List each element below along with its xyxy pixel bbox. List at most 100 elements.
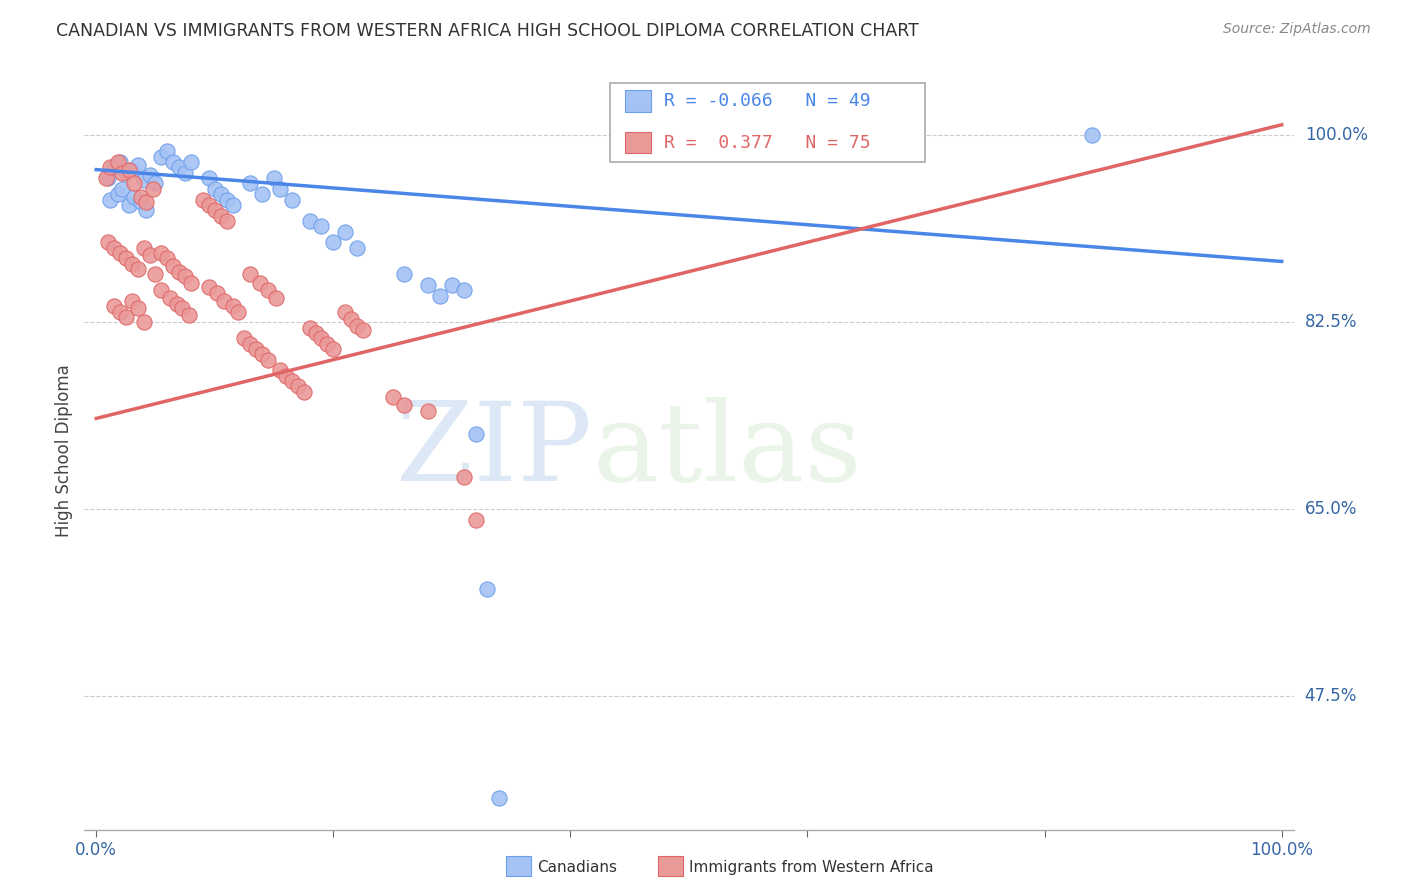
Point: [108, 246, 131, 260]
Point: [156, 252, 179, 266]
Point: [150, 246, 173, 260]
Point: [204, 182, 226, 196]
Point: [340, 312, 363, 326]
Point: [174, 269, 197, 284]
Point: [453, 283, 475, 297]
Point: [108, 155, 131, 169]
Text: atlas: atlas: [592, 397, 862, 504]
Text: 47.5%: 47.5%: [1305, 687, 1357, 705]
Point: [174, 166, 197, 180]
Point: [150, 283, 173, 297]
Point: [121, 162, 143, 177]
Point: [239, 336, 262, 351]
Point: [287, 379, 309, 393]
Point: [322, 235, 344, 250]
Point: [228, 304, 250, 318]
Point: [239, 267, 262, 281]
Point: [311, 219, 333, 234]
Point: [239, 177, 262, 191]
Point: [209, 187, 232, 202]
Point: [167, 265, 190, 279]
Point: [127, 261, 149, 276]
Point: [209, 209, 232, 223]
Point: [100, 161, 122, 175]
Point: [333, 304, 356, 318]
Point: [132, 173, 155, 187]
Point: [198, 171, 221, 186]
Point: [212, 293, 235, 308]
Point: [204, 203, 226, 218]
Point: [108, 304, 131, 318]
Point: [266, 291, 288, 305]
Point: [1081, 128, 1104, 143]
Point: [103, 299, 125, 313]
Point: [162, 259, 184, 273]
Point: [118, 198, 141, 212]
Point: [198, 280, 221, 294]
Point: [129, 190, 152, 204]
Point: [127, 158, 149, 172]
Point: [115, 166, 138, 180]
Point: [429, 288, 451, 302]
Point: [394, 398, 416, 412]
Point: [221, 299, 243, 313]
Point: [159, 291, 181, 305]
Point: [381, 390, 404, 404]
Point: [166, 297, 188, 311]
Point: [250, 347, 273, 361]
Point: [249, 276, 271, 290]
Point: [107, 155, 129, 169]
Point: [453, 470, 475, 484]
Point: [100, 193, 122, 207]
Point: [257, 283, 280, 297]
Point: [107, 187, 129, 202]
Point: [138, 248, 160, 262]
Text: Canadians: Canadians: [537, 860, 617, 874]
Point: [488, 790, 510, 805]
Point: [316, 336, 339, 351]
Point: [394, 267, 416, 281]
Point: [142, 182, 165, 196]
Point: [121, 256, 143, 270]
Point: [250, 187, 273, 202]
Point: [418, 404, 440, 418]
Point: [333, 225, 356, 239]
Point: [138, 168, 160, 182]
Point: [115, 310, 138, 324]
Point: [257, 352, 280, 367]
Point: [103, 241, 125, 255]
Point: [132, 241, 155, 255]
Text: CANADIAN VS IMMIGRANTS FROM WESTERN AFRICA HIGH SCHOOL DIPLOMA CORRELATION CHART: CANADIAN VS IMMIGRANTS FROM WESTERN AFRI…: [56, 22, 920, 40]
Point: [118, 162, 141, 177]
Point: [156, 145, 179, 159]
Point: [281, 193, 304, 207]
Text: R = -0.066   N = 49: R = -0.066 N = 49: [664, 92, 870, 110]
Y-axis label: High School Diploma: High School Diploma: [55, 364, 73, 537]
Point: [121, 293, 143, 308]
Point: [269, 182, 291, 196]
Text: Immigrants from Western Africa: Immigrants from Western Africa: [689, 860, 934, 874]
FancyBboxPatch shape: [624, 90, 651, 112]
Point: [167, 161, 190, 175]
Point: [352, 323, 374, 337]
Text: ZIP: ZIP: [396, 397, 592, 504]
Point: [97, 171, 120, 186]
Point: [145, 267, 167, 281]
Point: [464, 427, 486, 442]
Point: [346, 241, 368, 255]
Point: [311, 331, 333, 345]
Point: [111, 166, 134, 180]
Point: [233, 331, 256, 345]
Point: [215, 193, 238, 207]
Point: [135, 203, 157, 218]
Point: [111, 182, 134, 196]
Point: [440, 277, 463, 292]
Point: [180, 276, 202, 290]
Point: [115, 252, 138, 266]
Point: [322, 342, 344, 356]
Point: [292, 384, 315, 399]
Point: [127, 301, 149, 316]
Point: [145, 177, 167, 191]
Point: [464, 513, 486, 527]
Point: [298, 214, 321, 228]
